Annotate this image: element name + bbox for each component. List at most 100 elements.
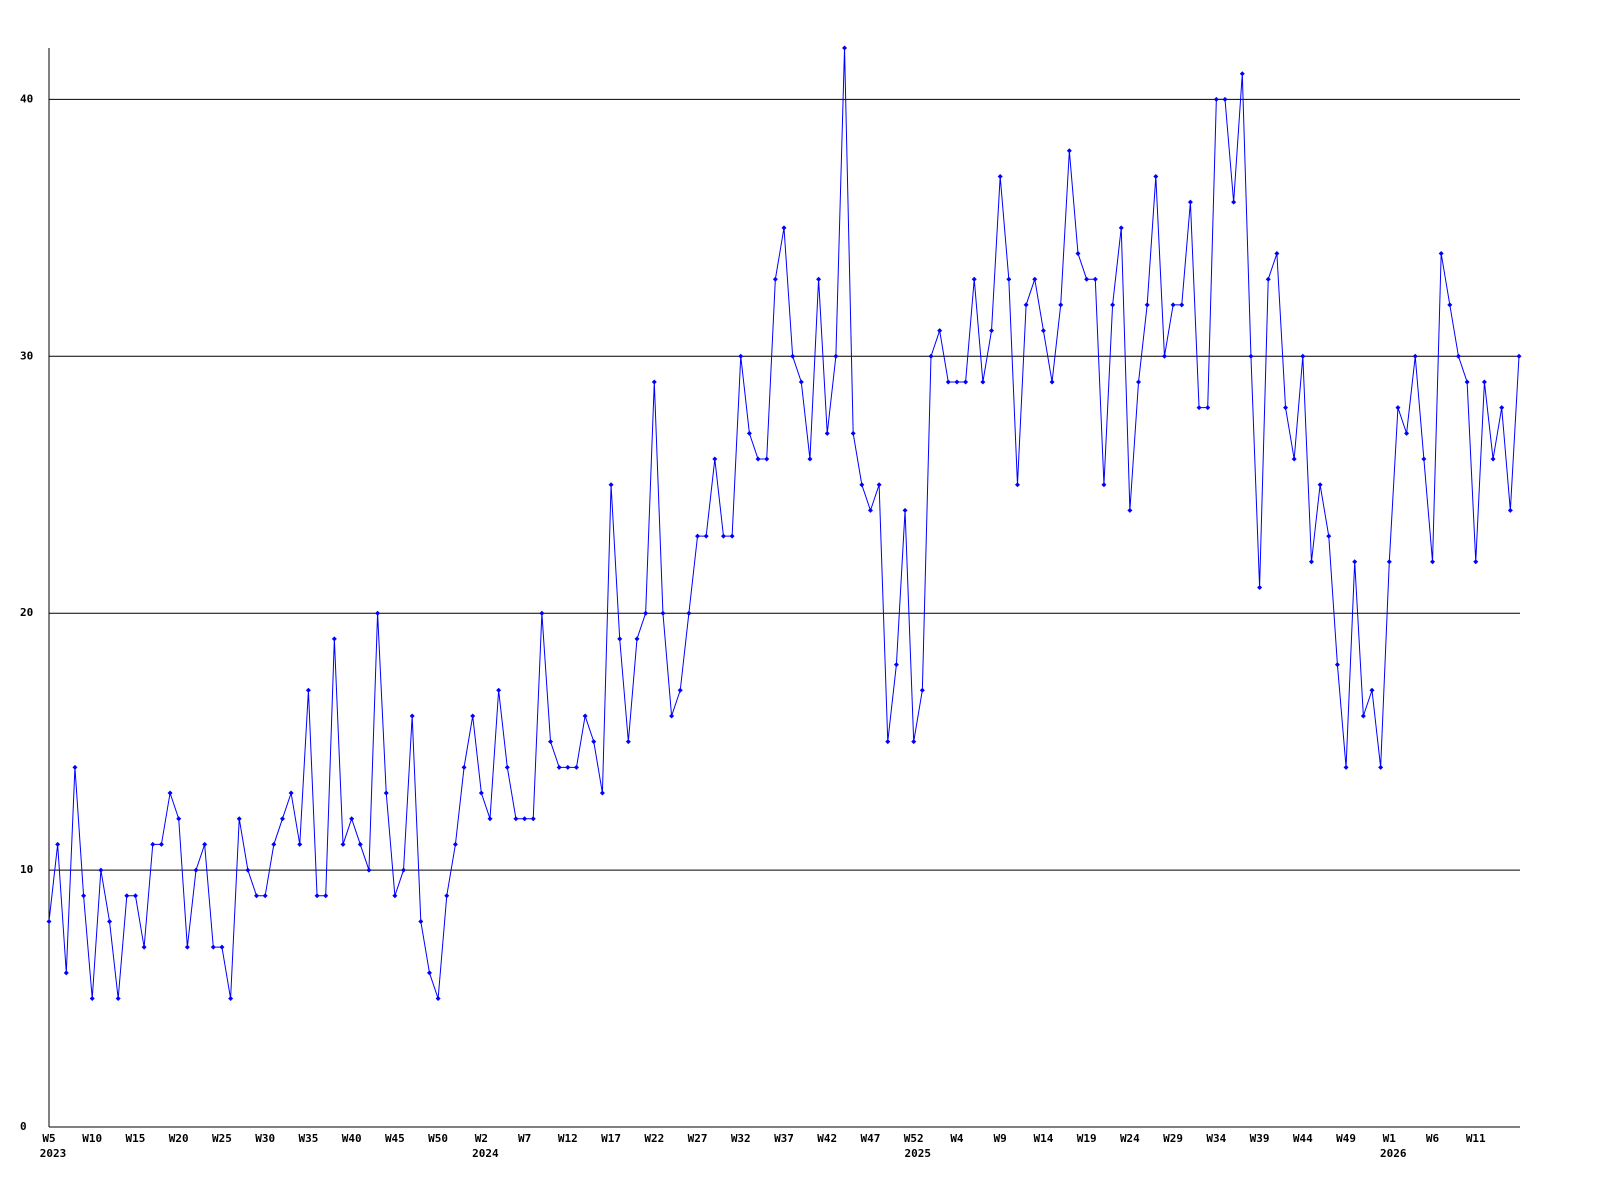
data-point: [954, 379, 960, 385]
data-point: [522, 816, 528, 822]
data-point: [444, 893, 450, 899]
data-point: [582, 713, 588, 719]
x-tick-label: W34: [1206, 1132, 1226, 1145]
data-point: [331, 636, 337, 642]
data-point: [323, 893, 329, 899]
data-point: [729, 533, 735, 539]
data-point: [426, 970, 432, 976]
data-point: [89, 996, 95, 1002]
data-point: [107, 918, 113, 924]
data-point: [1326, 533, 1332, 539]
x-tick-label: W40: [342, 1132, 362, 1145]
x-tick-label: W15: [126, 1132, 146, 1145]
data-point: [184, 944, 190, 950]
data-point: [556, 764, 562, 770]
x-tick-label: W1: [1383, 1132, 1397, 1145]
data-point: [1265, 276, 1271, 282]
data-point: [548, 739, 554, 745]
year-label: 2023: [40, 1147, 67, 1160]
data-point: [401, 867, 407, 873]
y-tick-label: 10: [20, 863, 33, 876]
data-point: [504, 764, 510, 770]
data-point: [1438, 251, 1444, 257]
data-point: [297, 841, 303, 847]
x-tick-label: W2: [475, 1132, 488, 1145]
data-point: [193, 867, 199, 873]
data-point: [1516, 353, 1522, 359]
data-point: [245, 867, 251, 873]
x-tick-label: W44: [1293, 1132, 1313, 1145]
data-point: [1447, 302, 1453, 308]
data-point: [1144, 302, 1150, 308]
y-tick-label: 0: [20, 1120, 27, 1133]
data-point: [1386, 559, 1392, 565]
data-point: [1110, 302, 1116, 308]
data-point: [651, 379, 657, 385]
data-point: [850, 430, 856, 436]
data-point: [1283, 405, 1289, 411]
data-point: [1395, 405, 1401, 411]
x-tick-label: W7: [518, 1132, 531, 1145]
year-label: 2026: [1380, 1147, 1407, 1160]
data-point: [781, 225, 787, 231]
data-point: [1136, 379, 1142, 385]
data-point: [1161, 353, 1167, 359]
data-point: [1196, 405, 1202, 411]
x-tick-label: W6: [1426, 1132, 1440, 1145]
data-point: [989, 328, 995, 334]
data-point: [1118, 225, 1124, 231]
data-point: [1006, 276, 1012, 282]
data-point: [686, 610, 692, 616]
x-tick-label: W17: [601, 1132, 621, 1145]
x-tick-label: W45: [385, 1132, 405, 1145]
x-tick-label: W47: [861, 1132, 881, 1145]
data-point: [115, 996, 121, 1002]
data-point: [470, 713, 476, 719]
data-point: [418, 918, 424, 924]
data-point: [279, 816, 285, 822]
data-point: [720, 533, 726, 539]
x-tick-label: W27: [688, 1132, 708, 1145]
data-point: [1014, 482, 1020, 488]
data-point: [712, 456, 718, 462]
data-point: [738, 353, 744, 359]
data-point: [1274, 251, 1280, 257]
data-point: [305, 687, 311, 693]
data-point: [669, 713, 675, 719]
x-tick-label: W14: [1033, 1132, 1053, 1145]
data-point: [997, 173, 1003, 179]
data-point: [236, 816, 242, 822]
y-tick-label: 30: [20, 349, 33, 362]
data-point: [478, 790, 484, 796]
data-point: [167, 790, 173, 796]
data-point: [919, 687, 925, 693]
data-point: [807, 456, 813, 462]
x-tick-label: W42: [817, 1132, 837, 1145]
data-point: [1058, 302, 1064, 308]
data-point: [219, 944, 225, 950]
data-point: [228, 996, 234, 1002]
data-point: [349, 816, 355, 822]
data-point: [1404, 430, 1410, 436]
x-tick-label: W32: [731, 1132, 751, 1145]
data-point: [1222, 96, 1228, 102]
data-point: [1257, 585, 1263, 590]
data-point: [392, 893, 398, 899]
x-tick-label: W4: [950, 1132, 964, 1145]
data-point: [72, 764, 78, 770]
data-point: [1092, 276, 1098, 282]
data-point: [1412, 353, 1418, 359]
data-point: [357, 841, 363, 847]
data-point: [764, 456, 770, 462]
data-line: [48, 47, 1520, 999]
y-tick-label: 20: [20, 606, 33, 619]
data-point: [643, 610, 649, 616]
data-point: [1334, 662, 1340, 668]
data-point: [1291, 456, 1297, 462]
x-tick-label: W24: [1120, 1132, 1140, 1145]
data-point: [1499, 405, 1505, 411]
x-tick-label: W25: [212, 1132, 232, 1145]
x-tick-label: W29: [1163, 1132, 1183, 1145]
data-point: [911, 739, 917, 745]
data-point: [1300, 353, 1306, 359]
